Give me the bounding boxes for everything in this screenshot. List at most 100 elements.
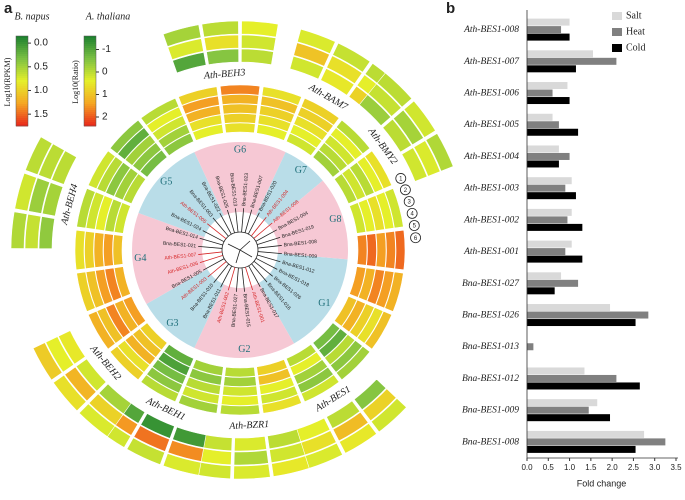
colorbar-tick-label: -1 (102, 44, 111, 55)
colorbar-slice (84, 106, 96, 109)
heat-cell (192, 123, 224, 141)
x-tick-label: 2.5 (628, 463, 640, 472)
colorbar-slice (84, 112, 96, 115)
bar (527, 160, 559, 168)
heat-cell (384, 271, 404, 312)
legend-swatch (612, 28, 622, 36)
colorbar-slice (84, 104, 96, 107)
heat-cell (157, 124, 191, 149)
heat-cell (324, 134, 356, 166)
colorbar-slice (84, 66, 96, 69)
heat-cell (151, 115, 187, 141)
circled-marker (403, 196, 415, 207)
heat-cell (366, 195, 385, 232)
colorbar-slice (84, 98, 96, 101)
heat-cell (146, 366, 183, 394)
category-label: Bna-BES1-026 (462, 310, 519, 320)
heat-cell (260, 385, 299, 405)
heat-cell (85, 270, 105, 309)
heat-cell (104, 198, 123, 233)
gene-heat-cell (362, 388, 397, 422)
gene-label-bg (141, 393, 190, 426)
tree-branch (257, 236, 281, 245)
colorbar-slice (16, 40, 28, 43)
colorbar-slice (84, 100, 96, 103)
colorbar-slice (84, 108, 96, 111)
colorbar-slice (84, 70, 96, 73)
gene-heat-cell (88, 393, 124, 426)
colorbar-slice (16, 110, 28, 113)
heat-cell (139, 322, 168, 351)
colorbar-slice (16, 116, 28, 119)
colorbar-slice (16, 70, 28, 73)
gene-heat-cell (24, 136, 53, 176)
bar (527, 113, 553, 121)
tree-branch (213, 263, 230, 284)
heat-cell (300, 374, 340, 403)
circled-marker (410, 232, 421, 244)
gene-heat-cell (167, 439, 204, 462)
legend-title: B. napus (15, 11, 50, 22)
circled-number: 5 (413, 224, 417, 230)
colorbar-slice (16, 44, 28, 47)
colorbar-slice (16, 122, 28, 125)
heat-cell (76, 188, 96, 229)
legend-label: Salt (626, 10, 642, 21)
leaf-label: Bna-BES1-021 (163, 241, 197, 250)
colorbar-slice (84, 58, 96, 61)
leaf-label: Bna-BES1-013 (228, 173, 238, 207)
legend-axis-label: Log10(RPKM) (3, 57, 12, 106)
colorbar-slice (16, 80, 28, 83)
heat-cell (285, 343, 317, 368)
heat-cell (260, 95, 299, 115)
bar (527, 399, 598, 407)
tree-branch (239, 240, 251, 251)
gene-heat-cell (201, 20, 239, 38)
category-label: Bna-BES1-008 (462, 437, 519, 447)
heat-cell (140, 374, 180, 403)
gene-heat-cell (167, 38, 204, 61)
group-sector (146, 269, 224, 348)
gene-heat-cell (10, 211, 28, 249)
colorbar-tick-label: 0.5 (34, 61, 48, 72)
bar (527, 255, 583, 263)
colorbar-slice (84, 60, 96, 63)
gene-heat-cell (45, 336, 75, 373)
heat-cell (335, 345, 371, 381)
gene-heat-cell (233, 449, 269, 466)
heat-cell (96, 307, 124, 344)
tree-branch (248, 265, 261, 288)
bar (527, 438, 666, 446)
heat-cell (356, 307, 384, 344)
gene-heat-cell (206, 48, 239, 65)
heat-cell (357, 267, 376, 302)
tree-branch (202, 230, 225, 243)
tree-branch (212, 217, 229, 237)
heat-cell (289, 124, 323, 149)
colorbar-slice (84, 42, 96, 45)
bar (527, 248, 566, 256)
heat-cell (258, 105, 295, 124)
category-label: Ath-BES1-006 (463, 88, 519, 98)
tree-branch (235, 267, 239, 292)
tree-branch (202, 258, 225, 271)
gene-label-bg (304, 80, 352, 115)
colorbar-slice (84, 62, 96, 65)
gene-label-bg (309, 381, 357, 418)
bar (527, 208, 572, 216)
heat-cell (375, 191, 395, 230)
gene-heat-cell (392, 109, 424, 146)
colorbar-slice (84, 120, 96, 123)
gene-heat-cell (24, 213, 42, 249)
colorbar-slice (16, 84, 28, 87)
colorbar-slice (16, 112, 28, 115)
group-sector (138, 152, 224, 238)
tree-branch (245, 267, 254, 291)
colorbar-slice (16, 108, 28, 111)
bar (527, 406, 589, 414)
gene-heat-cell (370, 397, 407, 433)
colorbar-slice (84, 122, 96, 125)
bar (527, 18, 570, 26)
heat-cell (285, 132, 317, 157)
heat-cell (258, 376, 295, 395)
